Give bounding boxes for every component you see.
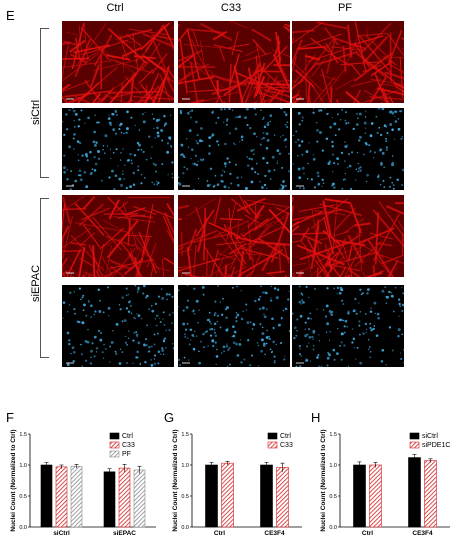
bar-sictrl-c33 <box>56 467 67 527</box>
bar-ce3f4-c33 <box>277 467 289 527</box>
legend-label: Ctrl <box>280 433 291 440</box>
y-tick-label: 1.0 <box>19 463 27 469</box>
y-tick-label: 0.5 <box>19 494 27 500</box>
y-tick-label: 1.5 <box>19 432 27 438</box>
bar-ce3f4-ctrl <box>261 465 273 527</box>
y-tick-label: 0.0 <box>181 525 189 531</box>
y-axis-label: Nuclei Count (Normalized to Ctrl) <box>10 429 17 531</box>
legend-swatch <box>410 442 419 448</box>
category-label: siCtrl <box>53 530 70 537</box>
legend-label: siCtrl <box>422 433 438 440</box>
legend-swatch <box>268 442 277 448</box>
bar-ctrl-sictrl <box>354 465 366 527</box>
bar-sictrl-pf <box>71 466 82 527</box>
legend-label: C33 <box>122 442 135 449</box>
category-label: Ctrl <box>214 530 225 537</box>
y-tick-label: 0.0 <box>329 525 337 531</box>
actin-image-2-1 <box>178 195 290 277</box>
actin-image-0-0 <box>62 21 174 103</box>
actin-image-2-0 <box>62 195 174 277</box>
bar-ce3f4-sictrl <box>409 458 421 527</box>
y-tick-label: 0.5 <box>181 494 189 500</box>
row-label-siepac: siEPAC <box>30 265 42 302</box>
legend-label: Ctrl <box>122 433 133 440</box>
legend-swatch <box>110 433 119 439</box>
nuclei-image-3-2 <box>292 285 404 367</box>
category-label: CE3F4 <box>412 530 433 537</box>
actin-image-0-1 <box>178 21 290 103</box>
y-tick-label: 0.0 <box>19 525 27 531</box>
legend-label: C33 <box>280 442 293 449</box>
bar-sictrl-ctrl <box>41 465 52 527</box>
bar-ctrl-sipde1c <box>370 465 382 527</box>
row-label-sictrl: siCtrl <box>30 100 42 125</box>
bar-ctrl-ctrl <box>206 465 218 527</box>
bar-ctrl-c33 <box>222 463 234 527</box>
nuclei-image-1-1 <box>178 108 290 190</box>
nuclei-image-1-0 <box>62 108 174 190</box>
y-axis-label: Nuclei Count (Normalized to Ctrl) <box>320 429 327 531</box>
nuclei-image-3-0 <box>62 285 174 367</box>
actin-image-0-2 <box>292 21 404 103</box>
legend-swatch <box>410 433 419 439</box>
legend-swatch <box>268 433 277 439</box>
column-label-pf: PF <box>292 2 398 14</box>
bar-siepac-ctrl <box>104 472 115 527</box>
category-label: CE3F4 <box>264 530 285 537</box>
bar-ce3f4-sipde1c <box>425 461 437 527</box>
y-axis-label: Nuclei Count (Normalized to Ctrl) <box>172 429 179 531</box>
bar-siepac-pf <box>134 470 145 527</box>
legend-label: siPDE1C <box>422 442 450 449</box>
nuclei-image-3-1 <box>178 285 290 367</box>
actin-image-2-2 <box>292 195 404 277</box>
column-label-ctrl: Ctrl <box>62 2 168 14</box>
legend-swatch <box>110 451 119 457</box>
category-label: siEPAC <box>113 530 136 537</box>
column-label-c33: C33 <box>178 2 284 14</box>
nuclei-image-1-2 <box>292 108 404 190</box>
y-tick-label: 1.0 <box>329 463 337 469</box>
y-tick-label: 1.5 <box>329 432 337 438</box>
legend-label: PF <box>122 451 131 458</box>
y-tick-label: 1.5 <box>181 432 189 438</box>
y-tick-label: 1.0 <box>181 463 189 469</box>
y-tick-label: 0.5 <box>329 494 337 500</box>
legend-swatch <box>110 442 119 448</box>
panel-letter-e: E <box>6 8 15 23</box>
bar-siepac-c33 <box>119 468 130 527</box>
category-label: Ctrl <box>362 530 373 537</box>
